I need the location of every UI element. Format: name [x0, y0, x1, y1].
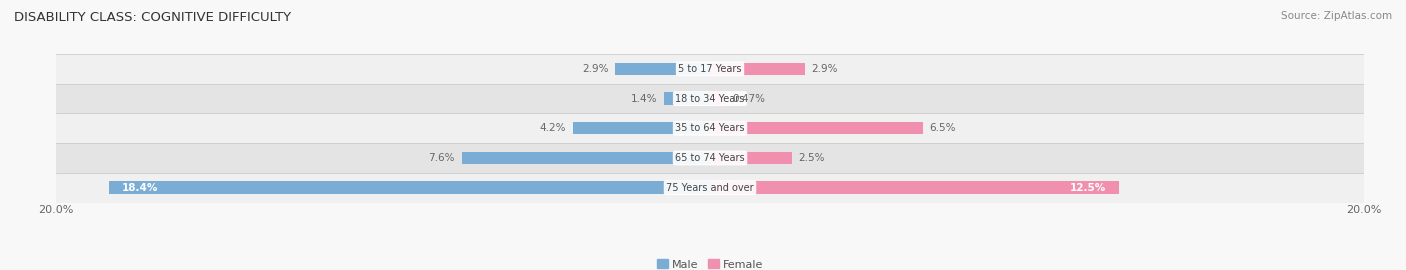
- Text: 2.5%: 2.5%: [799, 153, 825, 163]
- Text: 2.9%: 2.9%: [582, 64, 609, 74]
- Bar: [664, 92, 710, 105]
- Text: 5 to 17 Years: 5 to 17 Years: [678, 64, 742, 74]
- Bar: [572, 122, 710, 134]
- Text: DISABILITY CLASS: COGNITIVE DIFFICULTY: DISABILITY CLASS: COGNITIVE DIFFICULTY: [14, 11, 291, 24]
- Bar: [108, 181, 710, 194]
- Text: 18.4%: 18.4%: [121, 183, 157, 193]
- Text: 4.2%: 4.2%: [540, 123, 567, 133]
- Bar: [616, 63, 710, 75]
- Text: 6.5%: 6.5%: [929, 123, 956, 133]
- Bar: [710, 92, 725, 105]
- Text: 1.4%: 1.4%: [631, 93, 658, 104]
- Text: 7.6%: 7.6%: [429, 153, 456, 163]
- Bar: [56, 84, 1364, 113]
- Text: Source: ZipAtlas.com: Source: ZipAtlas.com: [1281, 11, 1392, 21]
- Bar: [56, 113, 1364, 143]
- Legend: Male, Female: Male, Female: [652, 255, 768, 270]
- Bar: [710, 63, 804, 75]
- Bar: [461, 152, 710, 164]
- Text: 18 to 34 Years: 18 to 34 Years: [675, 93, 745, 104]
- Text: 35 to 64 Years: 35 to 64 Years: [675, 123, 745, 133]
- Bar: [56, 173, 1364, 202]
- Text: 75 Years and over: 75 Years and over: [666, 183, 754, 193]
- Bar: [56, 54, 1364, 84]
- Text: 12.5%: 12.5%: [1070, 183, 1105, 193]
- Bar: [710, 181, 1119, 194]
- Text: 0.47%: 0.47%: [733, 93, 765, 104]
- Text: 65 to 74 Years: 65 to 74 Years: [675, 153, 745, 163]
- Bar: [56, 143, 1364, 173]
- Text: 2.9%: 2.9%: [811, 64, 838, 74]
- Bar: [710, 122, 922, 134]
- Bar: [710, 152, 792, 164]
